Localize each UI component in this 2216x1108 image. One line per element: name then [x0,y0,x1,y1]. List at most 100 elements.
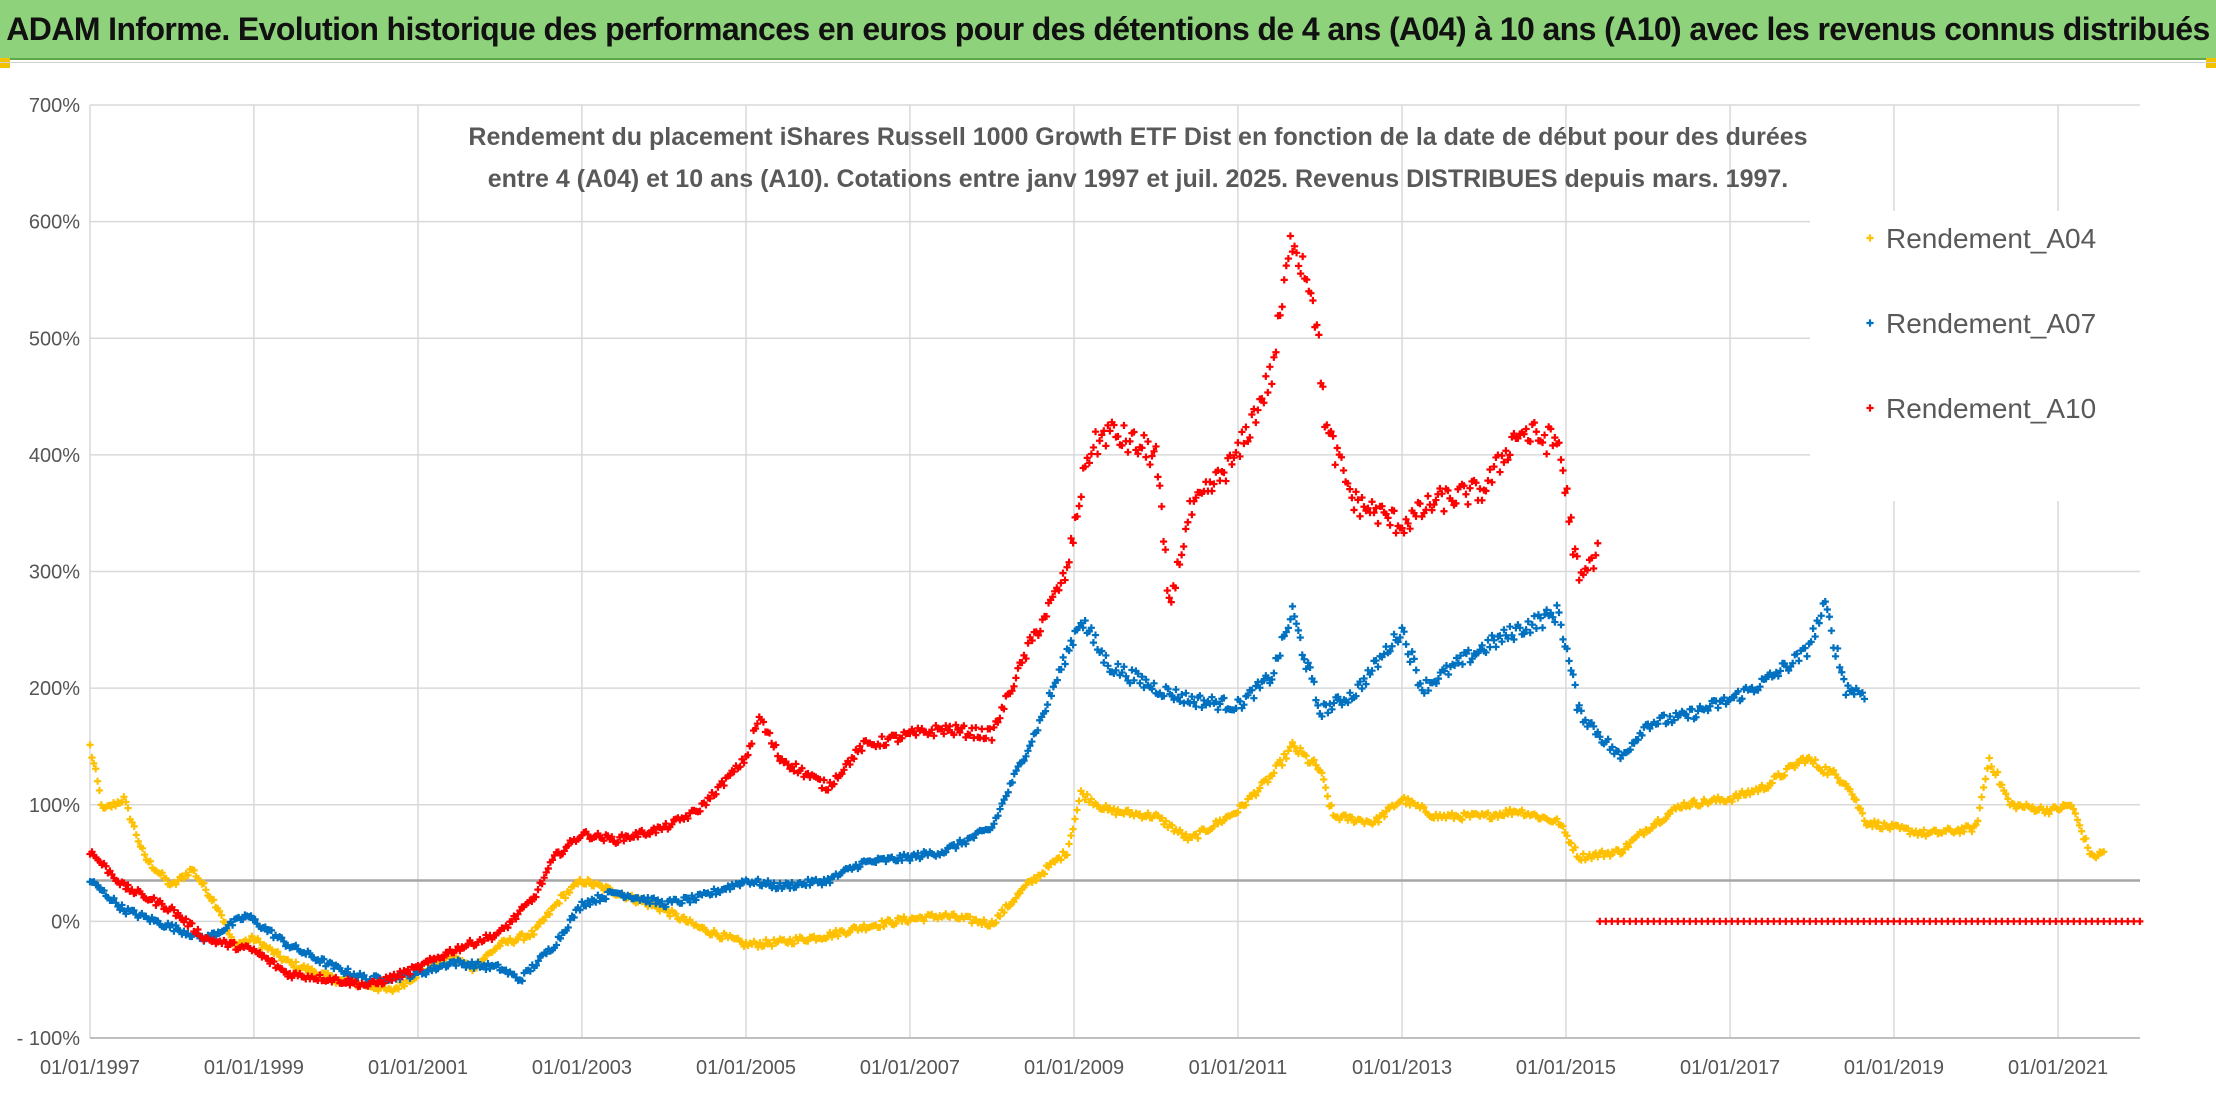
point-rendement-a10 [1551,434,1559,442]
point-rendement-a10 [1036,627,1044,635]
point-rendement-a04 [1780,771,1789,780]
point-rendement-a04 [1553,815,1561,823]
point-rendement-a10 [1526,437,1534,446]
point-rendement-a10 [1313,321,1321,329]
point-rendement-a10 [1034,631,1042,639]
point-rendement-a04 [1976,804,1984,812]
point-rendement-a04 [526,933,534,941]
point-rendement-a04 [1974,817,1982,825]
point-rendement-a10 [1295,262,1303,270]
point-rendement-a10 [986,725,994,733]
point-rendement-a07 [1360,674,1368,683]
point-rendement-a07 [1102,651,1110,660]
point-rendement-a10 [1140,431,1148,439]
point-rendement-a04 [1886,825,1894,833]
point-rendement-a07 [1022,752,1030,760]
point-rendement-a04 [128,818,136,827]
point-rendement-a07 [1500,626,1508,634]
point-rendement-a10 [1358,493,1366,502]
point-rendement-a04 [1320,775,1328,784]
point-rendement-a07 [1214,706,1222,714]
point-rendement-a04 [2071,809,2080,818]
point-rendement-a04 [555,899,563,908]
point-rendement-a07 [1811,632,1819,641]
point-rendement-a10 [1012,674,1020,682]
point-rendement-a04 [1834,774,1842,782]
point-rendement-a10 [508,917,516,925]
point-rendement-a07 [267,926,276,934]
point-rendement-a04 [1264,778,1272,786]
point-rendement-a07 [1670,716,1678,724]
point-rendement-a04 [666,912,674,920]
point-rendement-a07 [1714,704,1722,712]
point-rendement-a10 [1472,479,1480,487]
point-rendement-a04 [664,908,672,916]
point-rendement-a04 [1028,878,1036,887]
point-rendement-a10 [1184,518,1192,526]
point-rendement-a04 [545,910,554,918]
point-rendement-a04 [1920,826,1928,834]
point-rendement-a07 [1508,631,1516,639]
point-rendement-a10 [1061,576,1069,584]
point-rendement-a07 [1352,692,1360,700]
point-rendement-a04 [1618,849,1627,857]
point-rendement-a07 [1789,659,1797,667]
point-rendement-a07 [906,856,914,865]
point-rendement-a10 [124,881,132,889]
point-rendement-a10 [388,976,396,984]
point-rendement-a07 [1432,679,1440,687]
point-rendement-a07 [470,964,478,972]
point-rendement-a04 [1234,808,1242,816]
point-rendement-a10 [1386,521,1394,529]
point-rendement-a07 [1282,628,1290,636]
point-rendement-a07 [1270,669,1278,677]
point-rendement-a07 [1476,646,1484,654]
point-rendement-a07 [1720,694,1728,702]
point-rendement-a07 [1087,624,1095,632]
point-rendement-a10 [1416,500,1424,508]
point-rendement-a07 [1190,698,1198,706]
point-rendement-a10 [1022,654,1030,663]
point-rendement-a10 [1573,552,1581,560]
point-rendement-a07 [1555,608,1563,617]
point-rendement-a07 [480,961,488,969]
point-rendement-a04 [1956,829,1964,837]
point-rendement-a07 [1416,679,1424,688]
point-rendement-a04 [1342,811,1350,819]
x-tick-label: 01/01/2017 [1680,1057,1780,1079]
point-rendement-a04 [1809,759,1817,768]
point-rendement-a07 [130,906,138,915]
point-rendement-a07 [570,913,578,922]
point-rendement-a04 [496,942,504,950]
point-rendement-a10 [440,953,448,961]
point-rendement-a10 [1096,437,1104,445]
point-rendement-a10 [1028,636,1036,645]
point-rendement-a04 [1795,759,1803,767]
point-rendement-a07 [1672,709,1680,717]
point-rendement-a07 [1318,712,1326,721]
point-rendement-a07 [452,962,460,970]
point-rendement-a04 [1821,763,1830,771]
point-rendement-a07 [460,959,468,967]
point-rendement-a07 [564,923,572,932]
point-rendement-a10 [1165,594,1173,602]
point-rendement-a07 [602,895,610,903]
point-rendement-a07 [970,834,978,842]
point-rendement-a04 [1063,851,1071,859]
point-rendement-a07 [1390,630,1398,638]
point-rendement-a04 [1348,813,1356,821]
point-rendement-a10 [542,868,550,877]
point-rendement-a04 [1312,761,1320,769]
point-rendement-a10 [1569,550,1577,559]
point-rendement-a04 [1402,800,1410,808]
point-rendement-a04 [1606,852,1614,860]
point-rendement-a10 [1144,437,1152,446]
point-rendement-a10 [406,970,414,978]
point-rendement-a07 [592,898,600,906]
point-rendement-a10 [516,907,524,915]
point-rendement-a10 [1346,485,1354,493]
point-rendement-a04 [1654,815,1662,824]
point-rendement-a07 [534,957,542,965]
point-rendement-a10 [898,734,906,742]
point-rendement-a10 [1594,539,1602,547]
